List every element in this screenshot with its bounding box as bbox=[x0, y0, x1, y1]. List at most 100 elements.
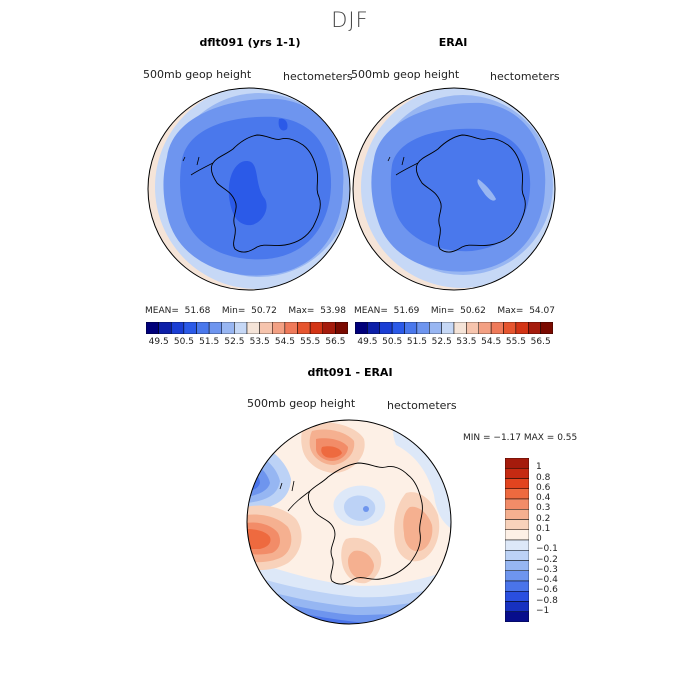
colorbar-swatch bbox=[158, 322, 172, 334]
colorbar-tick-label: −0.4 bbox=[536, 575, 558, 585]
colorbar-swatch bbox=[503, 322, 517, 334]
colorbar-swatch bbox=[146, 322, 159, 334]
diff-colorbar-ticks: 1 0.8 0.6 0.4 0.3 0.2 0.1 0 −0.1 −0.2 −0.3 −0.4 −0.6… bbox=[536, 458, 576, 622]
colorbar-swatch bbox=[505, 539, 529, 551]
colorbar-swatch bbox=[196, 322, 210, 334]
colorbar-swatch bbox=[355, 322, 368, 334]
colorbar-swatch bbox=[505, 591, 529, 602]
diff-variable-label: 500mb geop height bbox=[247, 397, 356, 410]
colorbar-tick-label: 0.1 bbox=[536, 523, 551, 534]
colorbar-tick-label: −1 bbox=[536, 605, 550, 616]
colorbar-swatch bbox=[335, 322, 348, 334]
colorbar-tick-label: 56.5 bbox=[530, 337, 551, 347]
obs-stats: MEAN= 51.69 Min= 50.62 Max= 54.07 bbox=[354, 306, 555, 316]
colorbar-swatch bbox=[404, 322, 418, 334]
colorbar-tick-label: 50.5 bbox=[173, 337, 194, 347]
model-units-label: hectometers bbox=[283, 70, 353, 83]
colorbar-swatch bbox=[505, 468, 529, 479]
colorbar-swatch bbox=[505, 580, 529, 592]
colorbar-swatch bbox=[505, 560, 529, 571]
obs-units-label: hectometers bbox=[490, 70, 560, 83]
colorbar-swatch bbox=[171, 322, 185, 334]
model-min-value: 50.72 bbox=[251, 306, 277, 316]
colorbar-tick-label: 49.5 bbox=[148, 337, 169, 347]
obs-min-value: 50.62 bbox=[460, 306, 486, 316]
diff-stats: MIN = −1.17 MAX = 0.55 bbox=[463, 433, 578, 443]
colorbar-tick-label: 53.5 bbox=[249, 337, 270, 347]
model-mean-value: 51.68 bbox=[184, 306, 211, 316]
colorbar-swatch bbox=[391, 322, 405, 334]
colorbar-tick-label: −0.1 bbox=[536, 544, 558, 555]
contour-fill bbox=[228, 161, 267, 226]
colorbar-swatch bbox=[416, 322, 430, 334]
diff-units-label: hectometers bbox=[387, 399, 457, 412]
colorbar-swatch bbox=[505, 519, 529, 530]
map-boundary bbox=[352, 87, 556, 291]
colorbar-swatch bbox=[367, 322, 380, 334]
antarctica-coastline bbox=[415, 134, 526, 253]
colorbar-swatch bbox=[284, 322, 298, 334]
colorbar-swatch bbox=[208, 322, 222, 334]
diff-colorbar bbox=[505, 458, 529, 622]
colorbar-tick-label: 51.5 bbox=[199, 337, 220, 347]
colorbar-tick-label: −0.6 bbox=[536, 585, 558, 596]
map-boundary bbox=[246, 419, 452, 625]
colorbar-tick-label: 52.5 bbox=[431, 337, 452, 347]
model-min-label: Min= bbox=[221, 306, 246, 316]
map-boundary bbox=[147, 87, 351, 291]
contour-fill bbox=[321, 446, 342, 458]
colorbar-swatch bbox=[505, 550, 529, 561]
colorbar-swatch bbox=[453, 322, 467, 334]
colorbar-swatch bbox=[297, 322, 311, 334]
contour-fill bbox=[477, 179, 496, 201]
model-stats: MEAN= 51.68 Min= 50.72 Max= 53.98 bbox=[145, 306, 346, 316]
colorbar-swatch bbox=[515, 322, 529, 334]
model-panel-title: dflt091 (yrs 1-1) bbox=[199, 36, 301, 49]
colorbar-swatch bbox=[234, 322, 248, 334]
model-variable-label: 500mb geop height bbox=[143, 68, 252, 81]
colorbar-swatch bbox=[505, 498, 529, 510]
obs-colorbar-ticks: 49.5 50.5 51.5 52.5 53.5 54.5 55.5 56.5 bbox=[355, 337, 553, 349]
colorbar-tick-label: −0.2 bbox=[536, 554, 558, 565]
colorbar-tick-label: 54.5 bbox=[274, 337, 295, 347]
contour-fill bbox=[403, 506, 433, 552]
colorbar-swatch bbox=[505, 601, 529, 612]
colorbar-tick-label: 0.3 bbox=[536, 503, 551, 514]
colorbar-tick-label: 53.5 bbox=[456, 337, 477, 347]
contour-fill bbox=[247, 529, 271, 549]
obs-polar-map bbox=[352, 87, 556, 291]
colorbar-swatch bbox=[540, 322, 553, 334]
obs-max-value: 54.07 bbox=[529, 306, 555, 316]
colorbar-swatch bbox=[246, 322, 260, 334]
obs-min-label: Min= bbox=[430, 306, 455, 316]
colorbar-tick-label: 50.5 bbox=[382, 337, 403, 347]
colorbar-tick-label: 1 bbox=[536, 462, 542, 473]
colorbar-tick-label: 51.5 bbox=[406, 337, 427, 347]
colorbar-tick-label: 49.5 bbox=[357, 337, 378, 347]
colorbar-tick-label: 55.5 bbox=[505, 337, 526, 347]
antarctic-peninsula bbox=[182, 156, 214, 176]
colorbar-swatch bbox=[259, 322, 273, 334]
colorbar-tick-label: 54.5 bbox=[481, 337, 502, 347]
figure-title: DJF bbox=[331, 8, 369, 32]
colorbar-swatch bbox=[505, 611, 529, 622]
colorbar-tick-label: −0.8 bbox=[536, 595, 558, 606]
model-mean-label: MEAN= bbox=[145, 306, 179, 316]
colorbar-swatch bbox=[429, 322, 442, 334]
colorbar-swatch bbox=[379, 322, 393, 334]
colorbar-swatch bbox=[505, 529, 529, 541]
colorbar-swatch bbox=[466, 322, 479, 334]
contour-fill bbox=[348, 550, 374, 579]
colorbar-swatch bbox=[505, 570, 529, 582]
colorbar-swatch bbox=[272, 322, 286, 334]
antarctica-coastline bbox=[307, 462, 423, 585]
colorbar-swatch bbox=[221, 322, 235, 334]
colorbar-swatch bbox=[478, 322, 492, 334]
colorbar-tick-label: 52.5 bbox=[224, 337, 245, 347]
model-colorbar bbox=[146, 322, 348, 334]
colorbar-swatch bbox=[309, 322, 323, 334]
obs-panel-title: ERAI bbox=[438, 36, 468, 49]
colorbar-swatch bbox=[441, 322, 455, 334]
colorbar-swatch bbox=[490, 322, 504, 334]
antarctica-coastline bbox=[210, 134, 321, 253]
